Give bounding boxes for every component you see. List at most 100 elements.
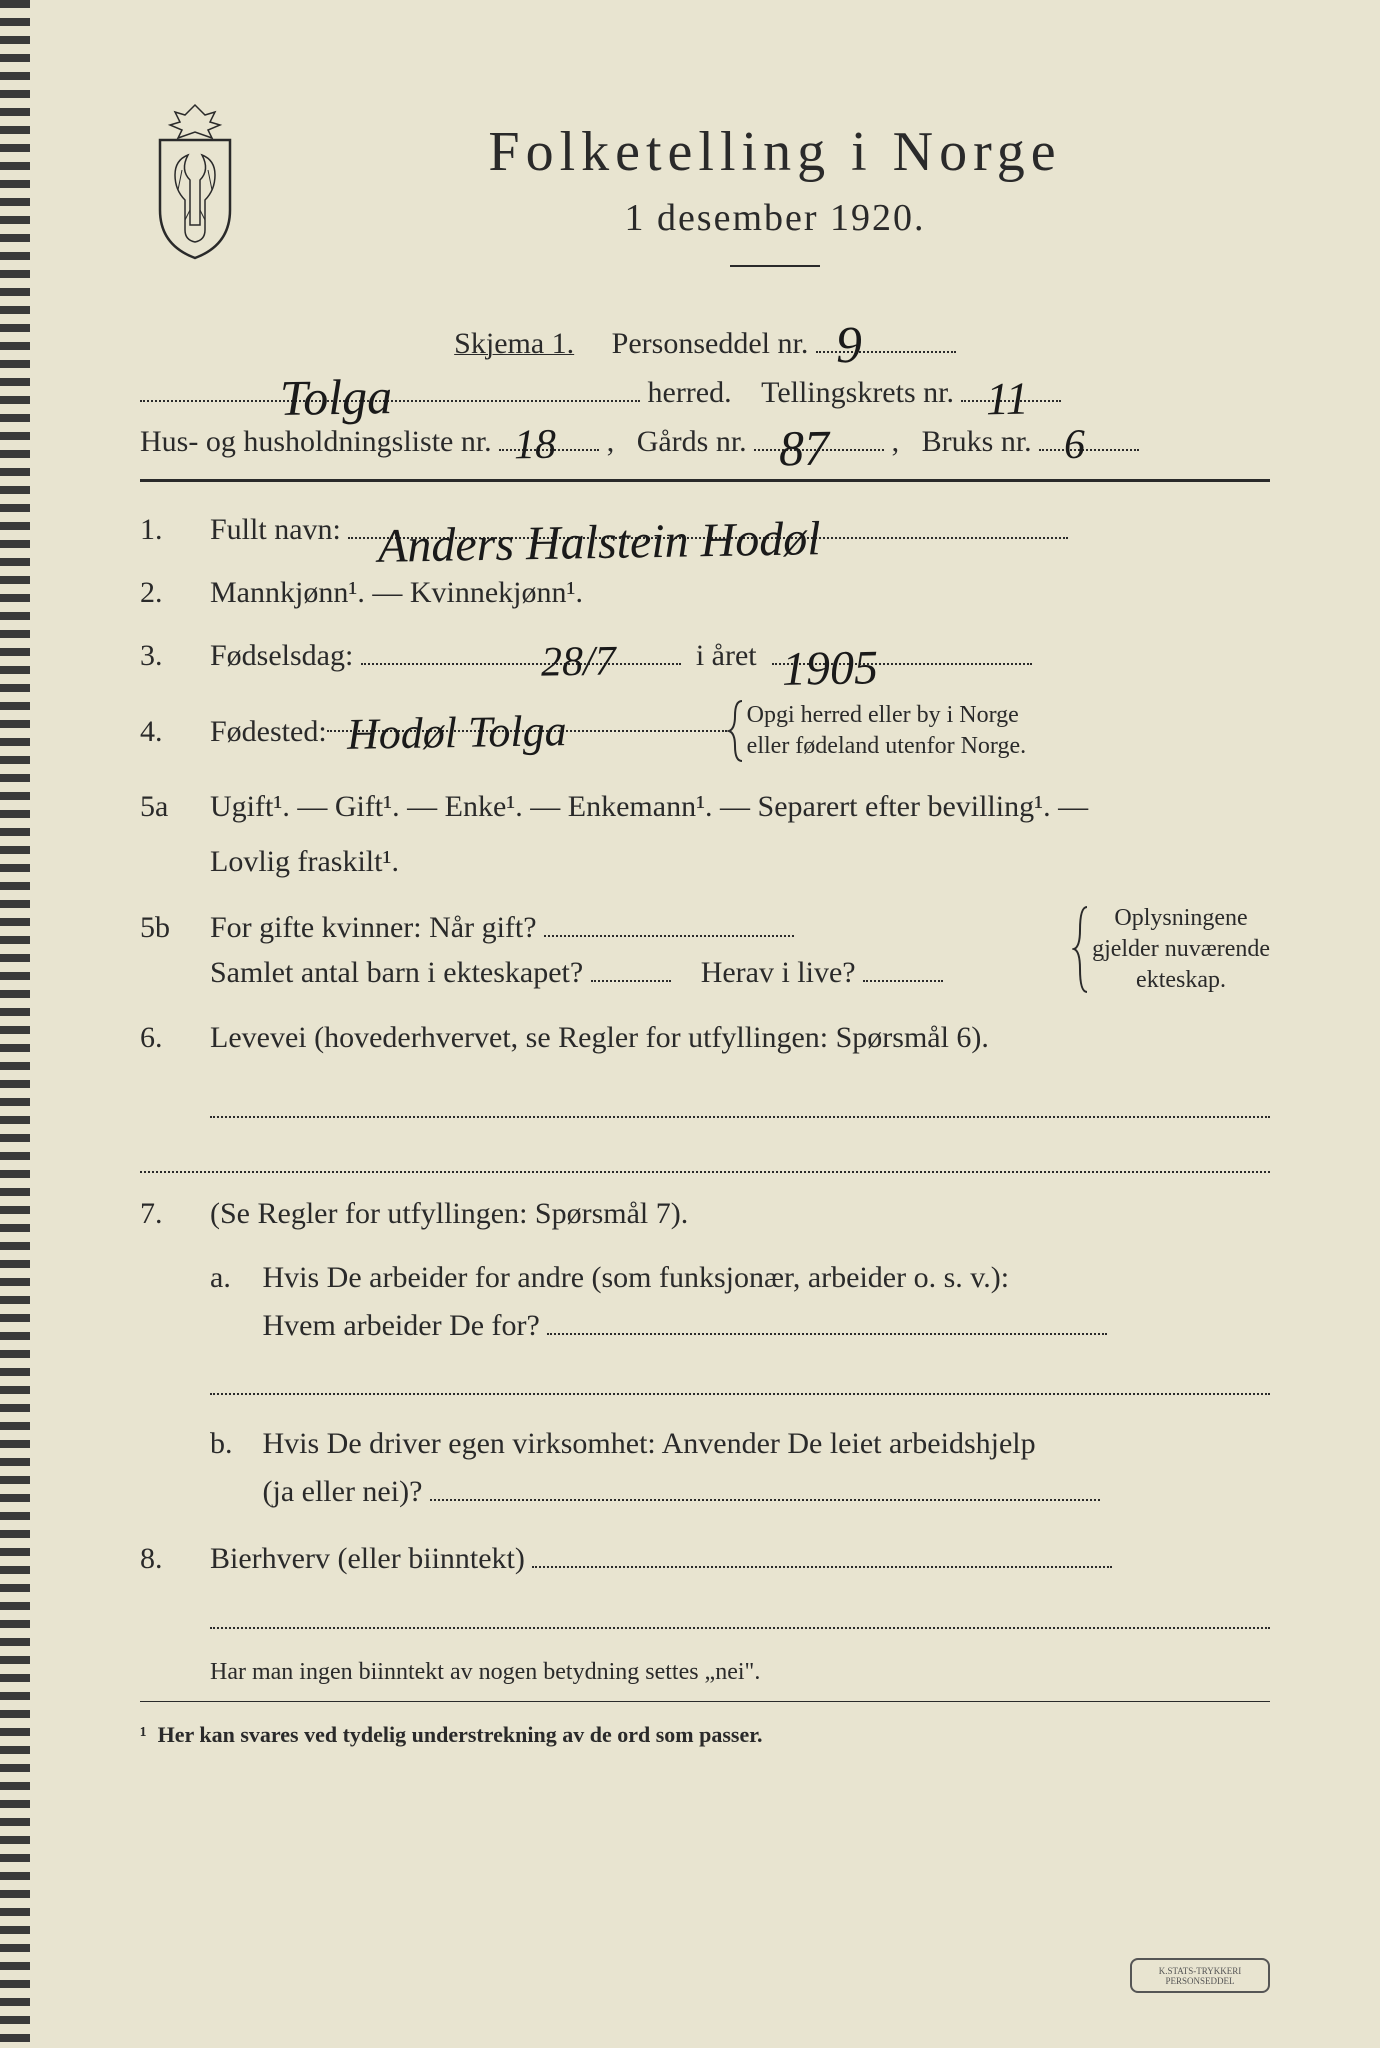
- personseddel-label: Personseddel nr.: [612, 327, 809, 360]
- q5b-num: 5b: [140, 905, 210, 950]
- q7a-text1: Hvis De arbeider for andre (som funksjon…: [263, 1261, 1010, 1294]
- q8-num: 8.: [140, 1536, 210, 1581]
- q4-field[interactable]: Hodøl Tolga: [327, 730, 727, 732]
- q1-num: 1.: [140, 507, 210, 552]
- question-2: 2. Mannkjønn¹. — Kvinnekjønn¹.: [140, 570, 1270, 615]
- gards-label: Gårds nr.: [637, 425, 747, 458]
- tellingskrets-value: 11: [986, 372, 1030, 426]
- q6-blank-1: [210, 1078, 1270, 1118]
- q5b-note-2: gjelder nuværende: [1092, 936, 1270, 962]
- question-7a: a. Hvis De arbeider for andre (som funks…: [210, 1254, 1270, 1350]
- title-block: Folketelling i Norge 1 desember 1920.: [280, 100, 1270, 297]
- question-5b: 5b For gifte kvinner: Når gift? Samlet a…: [140, 902, 1270, 997]
- question-6: 6. Levevei (hovederhvervet, se Regler fo…: [140, 1015, 1270, 1060]
- q5b-label3: Herav i live?: [701, 956, 856, 989]
- footnote-2-text: Her kan svares ved tydelig understreknin…: [158, 1722, 763, 1747]
- footnote-2: ¹ Her kan svares ved tydelig understrekn…: [140, 1722, 1270, 1748]
- q8-field2[interactable]: [210, 1599, 1270, 1629]
- question-3: 3. Fødselsdag: 28/7 i året 1905: [140, 633, 1270, 678]
- q7a-field2[interactable]: [210, 1365, 1270, 1395]
- subtitle-date: 1 desember 1920.: [280, 196, 1270, 240]
- q5b-note-brace: Oplysningene gjelder nuværende ekteskap.: [1072, 902, 1270, 997]
- q8-blank: [210, 1599, 1270, 1629]
- norwegian-coat-of-arms-icon: [140, 100, 250, 260]
- divider-1: [140, 479, 1270, 482]
- question-7b: b. Hvis De driver egen virksomhet: Anven…: [210, 1420, 1270, 1516]
- q5a-label: Ugift¹. — Gift¹. — Enke¹. — Enkemann¹. —…: [210, 784, 1270, 829]
- hus-line: Hus- og husholdningsliste nr. 18 , Gårds…: [140, 425, 1270, 459]
- bruks-label: Bruks nr.: [922, 425, 1032, 458]
- q3-label: Fødselsdag:: [210, 639, 353, 672]
- q6-num: 6.: [140, 1015, 210, 1060]
- herred-value: Tolga: [280, 367, 393, 427]
- question-7: 7. (Se Regler for utfyllingen: Spørsmål …: [140, 1191, 1270, 1236]
- census-form-page: Folketelling i Norge 1 desember 1920. Sk…: [0, 0, 1380, 2048]
- q2-label: Mannkjønn¹. — Kvinnekjønn¹.: [210, 570, 1270, 615]
- q7a-text2: Hvem arbeider De for?: [263, 1309, 540, 1342]
- q7a-label: a.: [210, 1254, 255, 1302]
- footnote-2-prefix: ¹: [140, 1722, 147, 1747]
- hus-field[interactable]: 18: [499, 449, 599, 451]
- q3-year-field[interactable]: 1905: [772, 663, 1032, 665]
- q4-label: Fødested:: [210, 709, 327, 754]
- q1-field[interactable]: Anders Halstein Hodøl: [348, 537, 1068, 539]
- q6-field2[interactable]: [140, 1143, 1270, 1173]
- q3-year-label: i året: [696, 639, 757, 672]
- printer-stamp: K.STATS-TRYKKERI PERSONSEDDEL: [1130, 1958, 1270, 1993]
- herred-line: Tolga herred. Tellingskrets nr. 11: [140, 376, 1270, 410]
- q7b-text2: (ja eller nei)?: [263, 1475, 423, 1508]
- q1-label: Fullt navn:: [210, 513, 341, 546]
- q7-label: (Se Regler for utfyllingen: Spørsmål 7).: [210, 1191, 1270, 1236]
- title-divider: [730, 265, 820, 267]
- comma1: ,: [607, 425, 630, 458]
- q5b-field2[interactable]: [591, 980, 671, 982]
- q3-day-field[interactable]: 28/7: [361, 663, 681, 665]
- q3-year-value: 1905: [781, 632, 878, 706]
- q4-num: 4.: [140, 709, 210, 754]
- q4-note-1: Opgi herred eller by i Norge: [747, 702, 1019, 728]
- q5b-note-3: ekteskap.: [1136, 967, 1226, 993]
- q8-field[interactable]: [532, 1566, 1112, 1568]
- q7a-field[interactable]: [547, 1333, 1107, 1335]
- question-5a-cont: Lovlig fraskilt¹.: [140, 839, 1270, 884]
- q7b-label: b.: [210, 1420, 255, 1468]
- q5b-field3[interactable]: [863, 980, 943, 982]
- skjema-line: Skjema 1. Personseddel nr. 9: [140, 327, 1270, 361]
- header: Folketelling i Norge 1 desember 1920.: [140, 100, 1270, 297]
- personseddel-nr-field[interactable]: 9: [816, 351, 956, 353]
- q4-note-2: eller fødeland utenfor Norge.: [747, 733, 1026, 759]
- q6-field1[interactable]: [210, 1078, 1270, 1118]
- q5a-num: 5a: [140, 784, 210, 829]
- q5a-label2: Lovlig fraskilt¹.: [210, 839, 1270, 884]
- tellingskrets-label: Tellingskrets nr.: [761, 376, 954, 409]
- q7b-field[interactable]: [430, 1499, 1100, 1501]
- hus-value: 18: [514, 421, 557, 470]
- herred-label: herred.: [648, 376, 732, 409]
- gards-value: 87: [779, 419, 830, 478]
- perforated-edge: [0, 0, 30, 2048]
- bruks-value: 6: [1064, 421, 1086, 469]
- question-4: 4. Fødested: Hodøl Tolga Opgi herred ell…: [140, 696, 1270, 766]
- stamp-line2: PERSONSEDDEL: [1165, 1976, 1234, 1986]
- q7a-blank: [210, 1365, 1270, 1395]
- main-title: Folketelling i Norge: [280, 120, 1270, 184]
- q8-label: Bierhverv (eller biinntekt): [210, 1542, 525, 1575]
- bruks-field[interactable]: 6: [1039, 449, 1139, 451]
- gards-field[interactable]: 87: [754, 449, 884, 451]
- brace-icon: [727, 696, 747, 766]
- q5b-note-1: Oplysningene: [1114, 905, 1247, 931]
- q4-value: Hodøl Tolga: [346, 698, 567, 768]
- q5b-field1[interactable]: [544, 935, 794, 937]
- question-8: 8. Bierhverv (eller biinntekt): [140, 1536, 1270, 1581]
- question-5a: 5a Ugift¹. — Gift¹. — Enke¹. — Enkemann¹…: [140, 784, 1270, 829]
- question-1: 1. Fullt navn: Anders Halstein Hodøl: [140, 507, 1270, 552]
- tellingskrets-field[interactable]: 11: [961, 400, 1061, 402]
- q5b-label2: Samlet antal barn i ekteskapet?: [210, 956, 583, 989]
- brace-icon-2: [1072, 902, 1092, 997]
- q7b-text1: Hvis De driver egen virksomhet: Anvender…: [263, 1427, 1036, 1460]
- footnote-1: Har man ingen biinntekt av nogen betydni…: [210, 1659, 1270, 1686]
- herred-field[interactable]: Tolga: [140, 400, 640, 402]
- q5b-label: For gifte kvinner: Når gift?: [210, 911, 537, 944]
- q7-num: 7.: [140, 1191, 210, 1236]
- q3-num: 3.: [140, 633, 210, 678]
